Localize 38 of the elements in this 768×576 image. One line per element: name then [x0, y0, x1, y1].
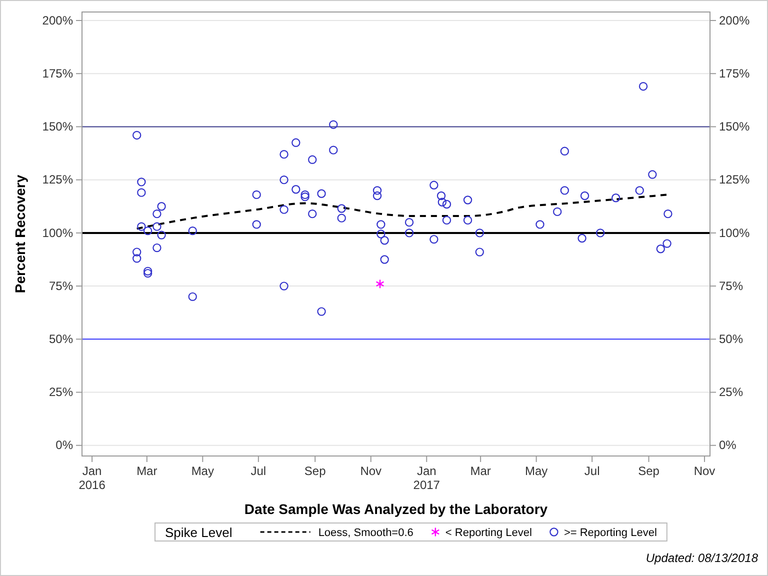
- x-tick-label: Nov: [360, 464, 382, 478]
- y2-tick-label: 125%: [719, 172, 750, 187]
- y2-tick-label: 150%: [719, 120, 750, 134]
- x-tick-label: Jul: [584, 464, 600, 478]
- y2-tick-label: 175%: [719, 66, 750, 80]
- legend-label: Loess, Smooth=0.6: [318, 527, 414, 539]
- y-tick-label: 0%: [56, 438, 74, 452]
- x-tick-label: May: [524, 464, 548, 478]
- legend-label: < Reporting Level: [445, 527, 532, 539]
- x-tick-label: Jan 2016: [78, 464, 106, 492]
- y2-tick-label: 200%: [719, 13, 750, 28]
- y-tick-label: 150%: [42, 120, 74, 134]
- x-tick-label: Jul: [250, 464, 266, 478]
- y2-tick-label: 50%: [719, 332, 744, 346]
- y-tick-label: 75%: [48, 278, 74, 293]
- x-tick-label: May: [191, 464, 214, 478]
- x-tick-label: Mar: [470, 464, 491, 478]
- y2-tick-label: 25%: [719, 385, 744, 400]
- x-tick-label: Sep: [304, 464, 326, 478]
- legend-title: Spike Level: [165, 525, 232, 540]
- x-tick-label: Mar: [136, 464, 158, 478]
- y-tick-label: 125%: [42, 172, 74, 187]
- line-series: [136, 194, 668, 230]
- y-tick-label: 175%: [42, 66, 74, 80]
- y-tick-label: 25%: [48, 385, 74, 400]
- x-tick-label: Sep: [638, 464, 660, 478]
- x-axis-title: Date Sample Was Analyzed by the Laboratory: [244, 501, 548, 517]
- y-tick-label: 100%: [42, 226, 74, 240]
- y-tick-label: 200%: [42, 13, 74, 28]
- x-tick-label: Nov: [694, 464, 716, 478]
- y-axis-title: Percent Recovery: [12, 174, 28, 294]
- y2-tick-label: 100%: [719, 226, 750, 240]
- y-tick-label: 50%: [48, 332, 74, 346]
- y2-tick-label: 75%: [719, 278, 744, 293]
- text: Updated: 08/13/2018: [646, 551, 758, 565]
- x-tick-label: Jan 2017: [413, 464, 440, 492]
- legend-label: >= Reporting Level: [564, 527, 657, 539]
- y2-tick-label: 0%: [719, 438, 737, 452]
